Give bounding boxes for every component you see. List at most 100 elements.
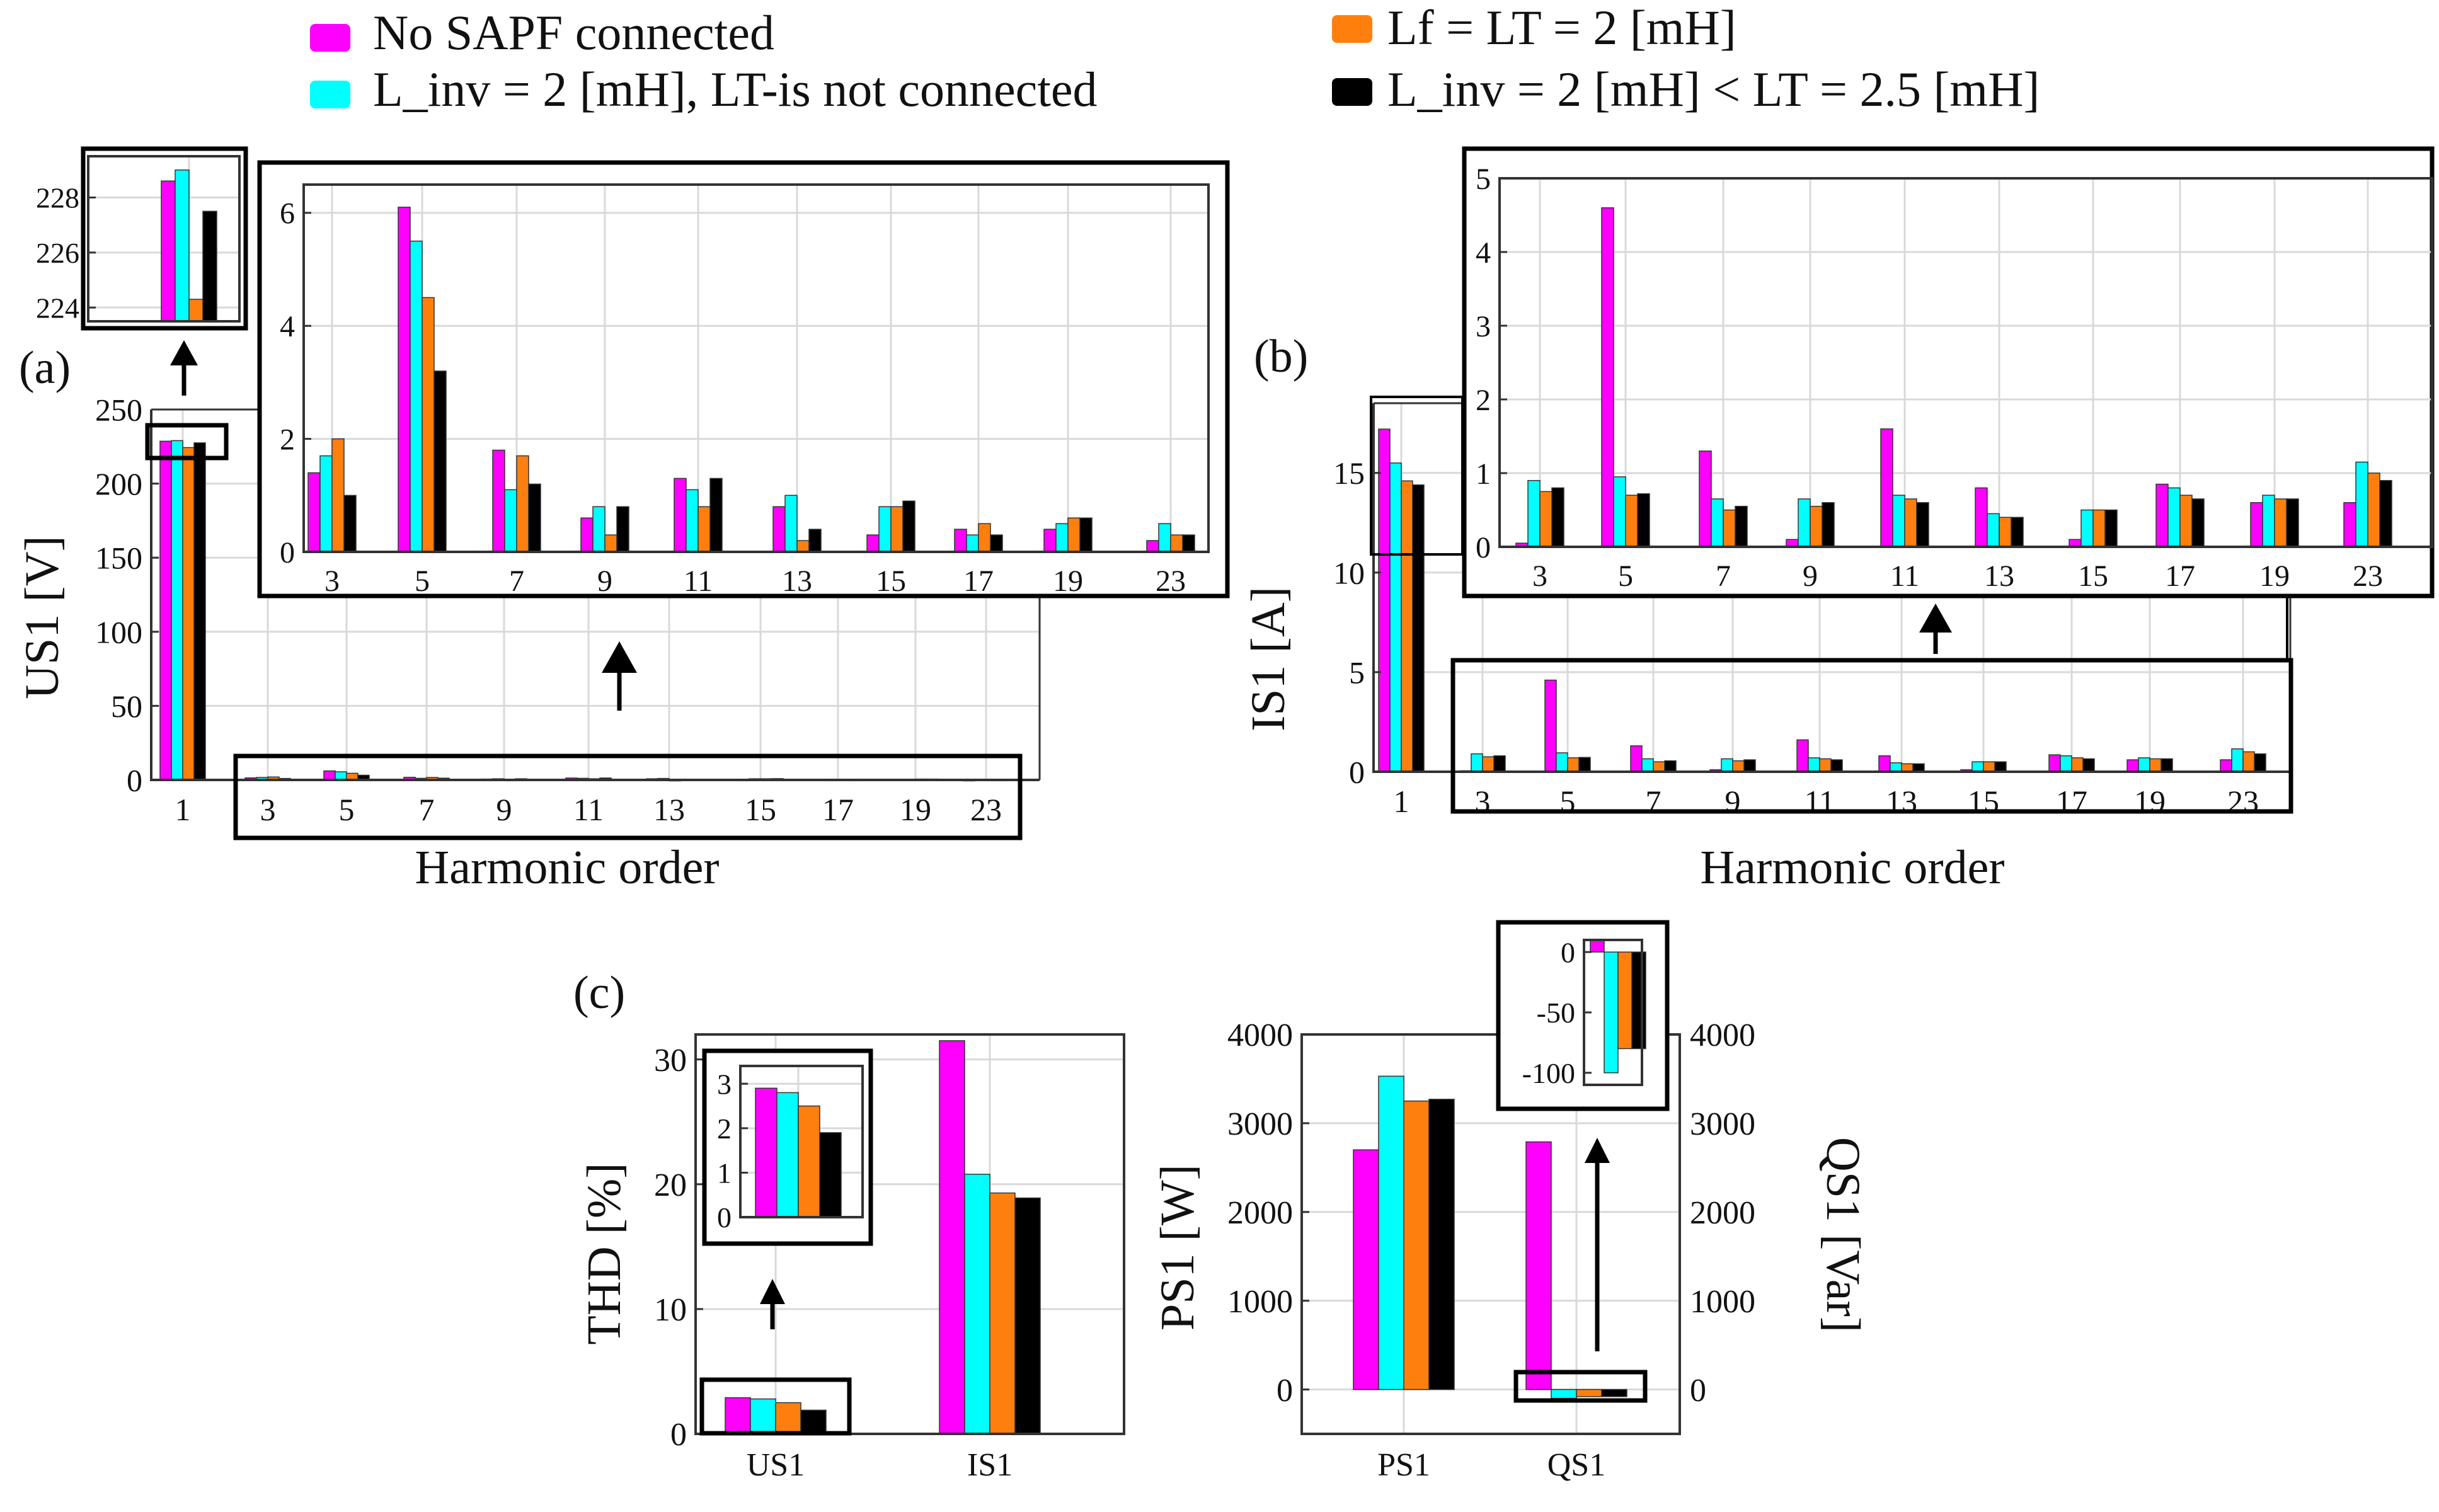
- bar-b_main-5-s3: [1578, 757, 1591, 772]
- legend: No SAPF connected L_inv = 2 [mH], LT-is …: [310, 0, 2040, 117]
- bar-b_main-15-s3: [1994, 761, 2007, 772]
- x-tick-label: QS1: [1547, 1447, 1605, 1483]
- y-tick-label: 2000: [1227, 1195, 1293, 1231]
- bar-b_main-13-s1: [1890, 762, 1902, 772]
- bar-c_power-PS1-s0: [1353, 1149, 1379, 1390]
- y-tick-label-right: 0: [1690, 1373, 1706, 1409]
- bar-c_thd-IS1-s3: [1014, 1197, 1041, 1435]
- y-tick-label: 0: [1277, 1373, 1293, 1409]
- bar-c_power-PS1-s3: [1428, 1099, 1455, 1390]
- y-tick-label: 30: [654, 1043, 687, 1079]
- bar-c_thd_zoom-US1-s1: [776, 1092, 799, 1218]
- bar-b_zoom-19-s0: [2250, 502, 2263, 547]
- bar-c_power-QS1-s2: [1576, 1389, 1602, 1397]
- bar-b_zoom-11-s0: [1880, 428, 1893, 547]
- bar-a_zoom_h-5-s3: [433, 370, 447, 553]
- x-tick-label: 5: [1618, 559, 1633, 593]
- bar-b_main-23-s3: [2254, 753, 2266, 772]
- panel-c-power-plot: 0 0 1000 1000 2000 2000 3000 3000 4000 4000 PS1 QS1: [1227, 1017, 1755, 1483]
- bar-b_zoom-19-s2: [2274, 498, 2287, 547]
- y-tick-label-right: 4000: [1690, 1017, 1755, 1053]
- panel-c-p-y-axis-title: PS1 [W]: [1151, 1164, 1204, 1331]
- plot-frame: [87, 155, 241, 323]
- bar-a_zoom_h-23-s3: [1182, 534, 1195, 553]
- bar-c_thd-IS1-s2: [989, 1192, 1016, 1435]
- x-tick-label: 13: [782, 564, 812, 598]
- x-tick-label: 5: [1560, 784, 1576, 819]
- bar-b_zoom-5-s0: [1601, 207, 1614, 547]
- y-tick-label: 4000: [1227, 1017, 1293, 1053]
- y-tick-label: 50: [111, 689, 142, 724]
- y-tick-label: 224: [36, 292, 79, 324]
- bar-c_power-PS1-s1: [1378, 1075, 1404, 1390]
- x-tick-label: 15: [745, 792, 776, 827]
- bar-b_main-19-s1: [2138, 757, 2150, 772]
- x-tick-label: 1: [1394, 784, 1409, 819]
- bar-a_zoom_h-11-s2: [697, 506, 711, 553]
- panel-c-thd-y-axis-title: THD [%]: [578, 1162, 631, 1344]
- bar-c_thd_zoom-US1-s2: [798, 1105, 820, 1218]
- x-tick-label: 11: [573, 792, 604, 827]
- x-tick-label: 15: [876, 564, 906, 598]
- bar-b_zoom-5-s3: [1637, 493, 1650, 547]
- panel-b-x-axis-title: Harmonic order: [1700, 841, 2004, 894]
- y-tick-label: 100: [95, 614, 142, 650]
- bar-b_zoom-7-s1: [1711, 498, 1724, 547]
- x-tick-label: 13: [1984, 559, 2014, 593]
- bar-a_zoom_1-1-s0: [161, 180, 176, 322]
- bar-a_zoom_h-9-s3: [616, 506, 629, 553]
- bar-c_thd-IS1-s1: [964, 1174, 990, 1435]
- x-tick-label: 3: [1532, 559, 1547, 593]
- bar-a_zoom_h-11-s3: [709, 478, 723, 553]
- y-tick-label: 150: [95, 541, 142, 576]
- bar-b_zoom-17-s2: [2179, 495, 2193, 547]
- bar-b_zoom-23-s3: [2379, 479, 2392, 547]
- x-tick-label: 9: [597, 564, 612, 598]
- x-tick-label: 17: [963, 564, 994, 598]
- bar-b_main-17-s2: [2071, 757, 2084, 772]
- x-tick-label: 9: [496, 792, 512, 827]
- x-tick-label: 7: [1646, 784, 1661, 819]
- bar-a_zoom_h-3-s0: [307, 472, 321, 553]
- bar-b_main-19-s0: [2126, 759, 2139, 772]
- bar-b_main-3-s3: [1493, 755, 1506, 772]
- panel-a-x-axis-title: Harmonic order: [415, 841, 719, 894]
- bar-c_q_zoom-QS1-s0: [1590, 939, 1605, 953]
- bar-a_zoom_h-13-s1: [784, 495, 798, 553]
- y-tick-label: 10: [654, 1292, 687, 1328]
- bar-b_main-15-s2: [1983, 761, 1995, 772]
- y-tick-label-right: 1000: [1690, 1284, 1755, 1320]
- y-tick-label-right: 2000: [1690, 1195, 1755, 1231]
- bar-b_main-1-s2: [1401, 480, 1413, 772]
- bar-a_zoom_h-3-s2: [331, 438, 345, 553]
- bar-b_main-7-s0: [1630, 745, 1643, 772]
- bar-b_zoom-17-s1: [2167, 487, 2181, 547]
- y-tick-label: 4: [280, 310, 295, 343]
- bar-c_power-QS1-s0: [1525, 1141, 1552, 1390]
- bar-a_zoom_h-5-s1: [410, 240, 423, 553]
- y-tick-label: 5: [1476, 163, 1491, 196]
- bar-a_zoom_1-1-s1: [175, 169, 190, 322]
- bar-a_main-1-s0: [159, 440, 172, 781]
- bar-b_zoom-15-s3: [2104, 509, 2118, 547]
- bar-a_main-1-s2: [182, 447, 195, 781]
- zoom-box-c-thd: [699, 1377, 852, 1436]
- x-tick-label: 19: [2134, 784, 2166, 819]
- bar-a_zoom_h-3-s1: [319, 455, 333, 553]
- y-tick-label: 2: [717, 1113, 732, 1145]
- y-tick-label: 0: [670, 1417, 687, 1453]
- y-tick-label: 3: [717, 1068, 732, 1100]
- bar-b_main-11-s0: [1796, 739, 1809, 772]
- bar-b_zoom-9-s3: [1822, 502, 1835, 547]
- bar-c_power-PS1-s2: [1403, 1100, 1430, 1390]
- x-tick-label: PS1: [1377, 1447, 1430, 1483]
- x-tick-label: 15: [2078, 559, 2108, 593]
- bar-a_zoom_h-19-s3: [1079, 517, 1093, 553]
- bar-a_zoom_h-9-s0: [580, 517, 594, 553]
- bar-a_zoom_h-17-s0: [954, 529, 967, 553]
- bar-b_zoom-9-s1: [1798, 498, 1811, 547]
- panel-label-c: (c): [573, 967, 625, 1019]
- zoom-box-c-q: [1513, 1370, 1648, 1403]
- bar-b_main-19-s3: [2161, 758, 2173, 772]
